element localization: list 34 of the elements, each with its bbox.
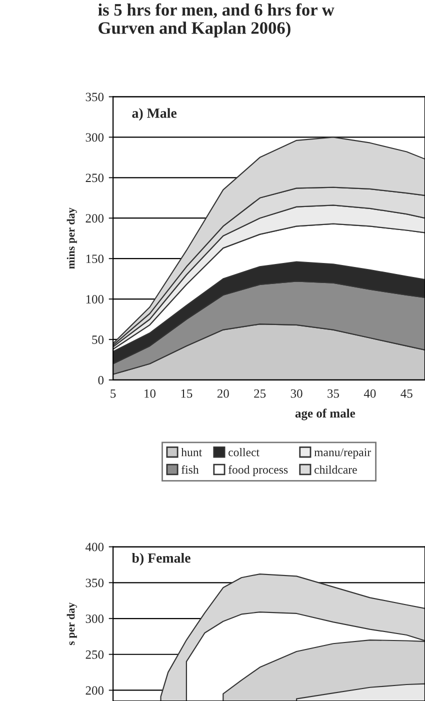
annotation: a) Male bbox=[132, 108, 177, 121]
y-tick-label: 200 bbox=[86, 686, 104, 695]
y-tick-label: 350 bbox=[86, 578, 104, 588]
x-tick-label: 10 bbox=[144, 389, 156, 398]
x-tick-label: 30 bbox=[290, 389, 302, 398]
y-tick-label: 200 bbox=[86, 214, 104, 223]
annotation: b) Female bbox=[132, 552, 190, 566]
y-tick-label: 350 bbox=[86, 92, 104, 102]
legend-label: hunt bbox=[181, 448, 202, 456]
legend-label: food process bbox=[228, 465, 288, 476]
y-tick-label: 0 bbox=[98, 376, 104, 384]
x-tick-label: 25 bbox=[254, 389, 266, 398]
y-axis-title: s per day bbox=[66, 602, 77, 646]
legend-label: manu/repair bbox=[314, 448, 371, 459]
x-tick-label: 15 bbox=[181, 389, 192, 398]
y-tick-label: 400 bbox=[86, 542, 104, 552]
y-tick-label: 50 bbox=[92, 336, 104, 344]
chart-title: is 5 hrs for men, and 6 hrs for w Gurven and Kaplan 2006) bbox=[98, 3, 334, 38]
y-tick-label: 150 bbox=[86, 254, 104, 264]
y-tick-label: 100 bbox=[86, 295, 104, 304]
y-tick-label: 300 bbox=[86, 133, 104, 142]
x-axis-title: age of male bbox=[295, 408, 356, 420]
y-tick-label: 250 bbox=[86, 650, 104, 659]
x-tick-label: 45 bbox=[400, 389, 412, 398]
legend-label: childcare bbox=[314, 465, 357, 474]
x-tick-label: 40 bbox=[364, 389, 376, 398]
x-tick-label: 35 bbox=[328, 389, 340, 398]
x-tick-label: 5 bbox=[110, 389, 116, 398]
legend-label: fish bbox=[181, 465, 199, 474]
legend-label: collect bbox=[228, 448, 260, 456]
y-tick-label: 300 bbox=[86, 614, 104, 623]
y-tick-label: 250 bbox=[86, 174, 104, 182]
x-tick-label: 20 bbox=[217, 389, 229, 398]
y-axis-title: mins per day bbox=[66, 208, 77, 269]
